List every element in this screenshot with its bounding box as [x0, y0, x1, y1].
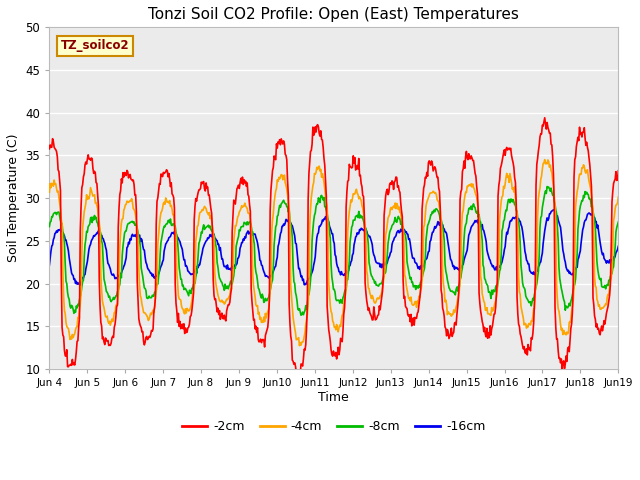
Y-axis label: Soil Temperature (C): Soil Temperature (C)	[7, 134, 20, 263]
Legend: -2cm, -4cm, -8cm, -16cm: -2cm, -4cm, -8cm, -16cm	[177, 415, 491, 438]
Title: Tonzi Soil CO2 Profile: Open (East) Temperatures: Tonzi Soil CO2 Profile: Open (East) Temp…	[148, 7, 519, 22]
Text: TZ_soilco2: TZ_soilco2	[61, 39, 129, 52]
X-axis label: Time: Time	[319, 391, 349, 404]
